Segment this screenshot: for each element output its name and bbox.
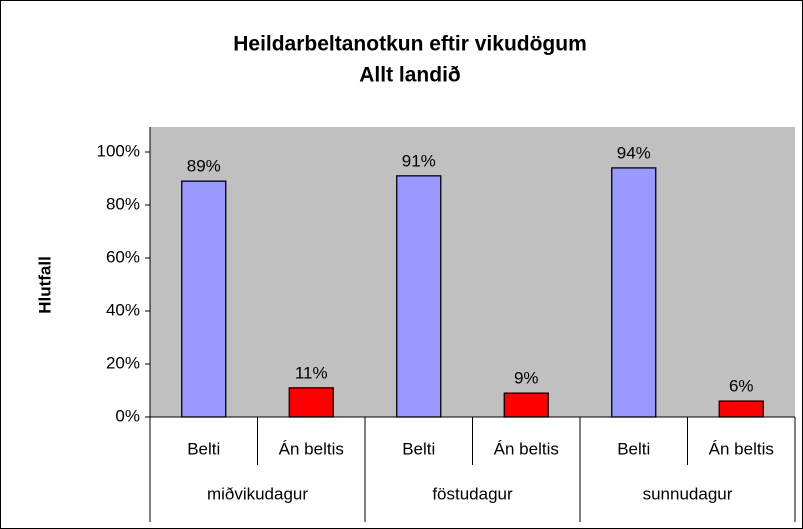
- y-tick-label: 20%: [106, 353, 140, 372]
- data-label: 11%: [295, 363, 328, 382]
- data-label: 89%: [187, 157, 221, 176]
- x-tick-label: Án beltis: [279, 439, 344, 458]
- chart-title: Heildarbeltanotkun eftir vikudögum: [233, 33, 587, 56]
- data-label: 6%: [729, 377, 754, 396]
- group-label: föstudagur: [432, 484, 513, 503]
- y-tick-label: 80%: [106, 194, 140, 213]
- bar: [718, 400, 764, 418]
- x-tick-label: Án beltis: [709, 439, 774, 458]
- group-label: miðvikudagur: [207, 484, 308, 503]
- x-tick-label: Belti: [402, 439, 435, 458]
- x-tick-label: Án beltis: [494, 439, 559, 458]
- y-axis-title: Hlutfall: [35, 256, 54, 314]
- plot-area: [150, 127, 795, 417]
- bar: [503, 392, 549, 418]
- chart-subtitle: Allt landið: [359, 64, 461, 87]
- y-tick-label: 0%: [115, 406, 140, 425]
- y-tick-label: 60%: [106, 247, 140, 266]
- y-tick-label: 40%: [106, 300, 140, 319]
- data-label: 94%: [617, 143, 651, 162]
- x-tick-label: Belti: [617, 439, 650, 458]
- x-tick-label: Belti: [187, 439, 220, 458]
- bar: [396, 175, 442, 418]
- group-label: sunnudagur: [643, 484, 733, 503]
- data-label: 9%: [514, 369, 539, 388]
- bar: [611, 167, 657, 418]
- y-tick-label: 100%: [97, 141, 140, 160]
- data-label: 91%: [402, 151, 436, 170]
- bar: [181, 180, 227, 418]
- bar: [288, 387, 334, 418]
